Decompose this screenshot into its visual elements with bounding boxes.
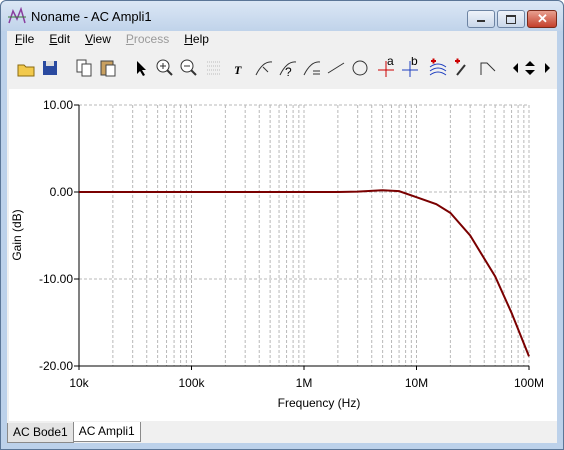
toolbar-button[interactable] <box>177 57 199 79</box>
tab[interactable]: AC Bode1 <box>7 423 74 443</box>
app-icon <box>8 7 26 24</box>
x-tick-label: 100k <box>178 376 205 390</box>
svg-text:T: T <box>234 63 242 77</box>
svg-text:b: b <box>411 57 418 68</box>
toolbar: T? a b <box>11 55 551 83</box>
toolbar-button[interactable]: b <box>399 57 421 79</box>
toolbar-button[interactable]: T <box>229 57 251 79</box>
toolbar-button[interactable] <box>451 57 473 79</box>
title-bar: Noname - AC Ampli1 ✕ <box>1 1 563 31</box>
x-axis-label: Frequency (Hz) <box>278 396 361 410</box>
window-title: Noname - AC Ampli1 <box>31 9 152 24</box>
y-tick-label: -20.00 <box>39 359 73 373</box>
client-area: File Edit View Process Help T? a b Frequency (… <box>7 31 557 443</box>
x-tick-label: 1M <box>296 376 313 390</box>
x-tick-label: 100M <box>514 376 544 390</box>
minimize-button[interactable] <box>467 10 495 28</box>
toolbar-button[interactable] <box>97 57 119 79</box>
toolbar-button[interactable] <box>253 57 275 79</box>
toolbar-button[interactable]: a <box>375 57 397 79</box>
x-tick-label: 10k <box>69 376 89 390</box>
toolbar-button[interactable]: ? <box>277 57 299 79</box>
toolbar-button[interactable] <box>325 57 347 79</box>
menu-item[interactable]: File <box>15 32 35 46</box>
toolbar-button[interactable] <box>39 57 61 79</box>
y-tick-label: 10.00 <box>43 98 73 112</box>
svg-text:?: ? <box>285 65 292 79</box>
menu-item[interactable]: Edit <box>49 32 71 46</box>
toolbar-button[interactable] <box>537 57 559 79</box>
menu-item: Process <box>125 32 170 46</box>
toolbar-button[interactable] <box>73 57 95 79</box>
toolbar-button[interactable] <box>505 57 527 79</box>
toolbar-button[interactable] <box>427 57 449 79</box>
toolbar-button[interactable] <box>153 57 175 79</box>
svg-text:a: a <box>387 57 394 68</box>
close-button[interactable]: ✕ <box>527 10 557 28</box>
toolbar-button[interactable] <box>129 57 151 79</box>
menu-bar: File Edit View Process Help <box>7 31 216 49</box>
toolbar-button[interactable] <box>477 57 499 79</box>
toolbar-button[interactable] <box>519 57 541 79</box>
toolbar-button[interactable] <box>349 57 371 79</box>
series-line <box>79 189 530 357</box>
chart: Frequency (Hz) Gain (dB) -20.00 -10.00 0.0… <box>9 89 557 421</box>
tab[interactable]: AC Ampli1 <box>72 422 141 442</box>
menu-item[interactable]: View <box>85 32 111 46</box>
chart-background <box>9 89 557 421</box>
toolbar-button[interactable] <box>301 57 323 79</box>
menu-item[interactable]: Help <box>184 32 209 46</box>
y-tick-label: -10.00 <box>39 272 73 286</box>
toolbar-button[interactable] <box>203 57 225 79</box>
y-tick-label: 0.00 <box>50 185 74 199</box>
y-axis-label: Gain (dB) <box>10 209 24 260</box>
x-tick-label: 10M <box>405 376 428 390</box>
tab-bar: AC Bode1 AC Ampli1 <box>7 422 141 443</box>
maximize-button[interactable] <box>497 10 525 28</box>
toolbar-button[interactable] <box>15 57 37 79</box>
